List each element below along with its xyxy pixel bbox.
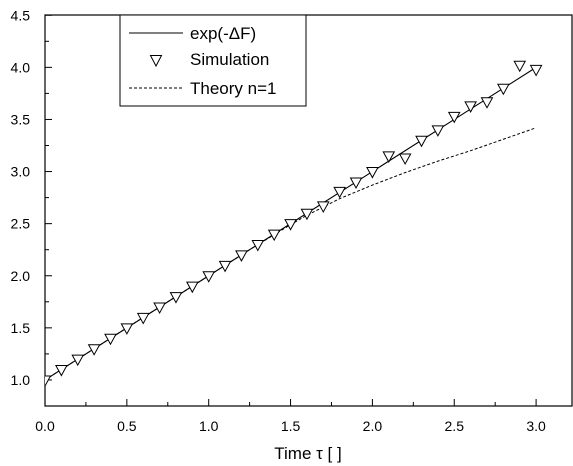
x-axis-label: Time τ [ ] bbox=[274, 444, 341, 463]
legend-label-theory: Theory n=1 bbox=[190, 79, 276, 98]
y-tick-label: 3.0 bbox=[11, 164, 31, 180]
simulation-point bbox=[382, 151, 396, 163]
legend: exp(-ΔF) Simulation Theory n=1 bbox=[119, 14, 307, 107]
simulation-point bbox=[235, 250, 248, 262]
y-tick-label: 4.0 bbox=[11, 59, 31, 75]
simulation-points bbox=[45, 60, 543, 387]
simulation-point bbox=[366, 167, 379, 179]
simulation-point bbox=[55, 365, 68, 377]
x-axis-ticks: 0.0 0.5 1.0 1.5 2.0 2.5 3.0 bbox=[35, 399, 546, 434]
simulation-point bbox=[284, 219, 297, 231]
simulation-point bbox=[431, 125, 445, 137]
legend-label-exp: exp(-ΔF) bbox=[190, 24, 256, 43]
simulation-point bbox=[251, 239, 265, 252]
simulation-point bbox=[71, 354, 85, 367]
simulation-point bbox=[529, 64, 543, 77]
simulation-point bbox=[185, 281, 199, 294]
simulation-point bbox=[120, 323, 134, 335]
simulation-point bbox=[464, 101, 477, 113]
x-tick-label: 3.0 bbox=[526, 418, 546, 434]
legend-swatch-simulation bbox=[149, 55, 163, 68]
simulation-point bbox=[300, 208, 314, 221]
x-tick-label: 1.5 bbox=[281, 418, 301, 434]
simulation-point bbox=[104, 333, 117, 346]
y-tick-label: 1.5 bbox=[11, 320, 31, 336]
x-tick-label: 0.0 bbox=[35, 418, 55, 434]
legend-label-simulation: Simulation bbox=[190, 50, 269, 69]
simulation-point bbox=[153, 302, 166, 315]
x-tick-label: 2.0 bbox=[363, 418, 383, 434]
simulation-point bbox=[316, 201, 330, 213]
x-tick-label: 2.5 bbox=[445, 418, 465, 434]
simulation-point bbox=[87, 344, 101, 356]
legend-box bbox=[119, 14, 307, 107]
simulation-point bbox=[349, 177, 363, 190]
x-tick-label: 1.0 bbox=[199, 418, 219, 434]
y-tick-label: 2.0 bbox=[11, 268, 31, 284]
series-layer bbox=[44, 60, 543, 387]
plot-frame bbox=[44, 14, 573, 407]
simulation-point bbox=[447, 111, 461, 124]
simulation-point bbox=[497, 83, 510, 96]
simulation-point bbox=[398, 153, 412, 166]
y-tick-label: 4.5 bbox=[11, 7, 31, 23]
series-line-theory bbox=[44, 127, 537, 381]
simulation-point bbox=[333, 186, 347, 199]
simulation-point bbox=[45, 375, 52, 387]
simulation-point bbox=[218, 260, 232, 273]
simulation-point bbox=[480, 97, 494, 109]
simulation-point bbox=[513, 60, 527, 73]
simulation-point bbox=[136, 312, 150, 325]
simulation-point bbox=[267, 229, 281, 242]
y-tick-label: 1.0 bbox=[11, 372, 31, 388]
simulation-point bbox=[169, 292, 183, 304]
y-tick-label: 3.5 bbox=[11, 111, 31, 127]
y-axis-ticks: 1.0 1.5 2.0 2.5 3.0 3.5 4.0 4.5 bbox=[11, 7, 52, 407]
x-tick-label: 0.5 bbox=[117, 418, 137, 434]
simulation-point bbox=[202, 271, 216, 283]
simulation-point bbox=[415, 135, 428, 148]
y-tick-label: 2.5 bbox=[11, 216, 31, 232]
